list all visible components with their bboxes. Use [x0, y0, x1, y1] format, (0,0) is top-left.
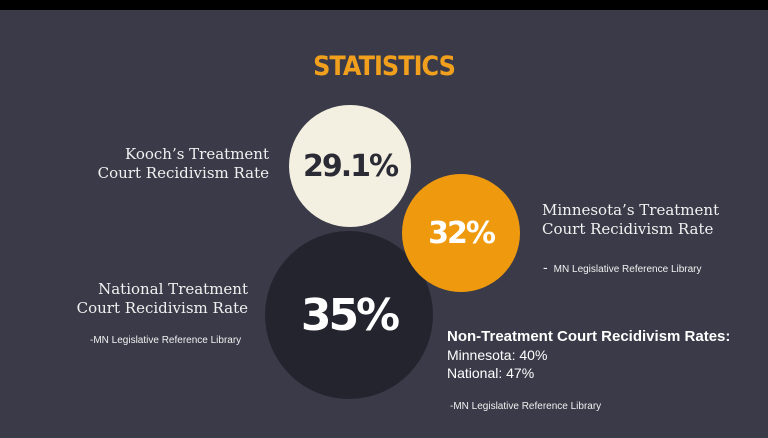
non-treatment-heading: Non-Treatment Court Recidivism Rates: — [447, 328, 731, 345]
minnesota-source-text: MN Legislative Reference Library — [553, 264, 702, 275]
national-source: -MN Legislative Reference Library — [90, 335, 242, 346]
minnesota-source: - MN Legislative Reference Library — [543, 259, 702, 275]
non-treatment-rates: Non-Treatment Court Recidivism Rates: Mi… — [447, 328, 730, 382]
minnesota-rate-label: Minnesota’s Treatment Court Recidivism R… — [542, 201, 720, 238]
national-rate-value: 35% — [300, 289, 400, 341]
slide-title: STATISTICS — [313, 50, 456, 82]
kooch-rate-label: Kooch’s Treatment Court Recidivism Rate — [97, 145, 269, 182]
national-rate-circle: 35% — [265, 231, 433, 399]
national-rate-label: National Treatment Court Recidivism Rate — [76, 280, 248, 317]
minnesota-rate-circle: 32% — [402, 174, 520, 292]
non-treatment-source: -MN Legislative Reference Library — [450, 401, 602, 412]
non-treatment-national: National: 47% — [447, 365, 535, 381]
slide: STATISTICS 35% 29.1% 32% Kooch’s Treatme… — [0, 10, 768, 438]
non-treatment-minnesota: Minnesota: 40% — [447, 347, 548, 363]
minnesota-rate-value: 32% — [428, 215, 496, 251]
kooch-rate-circle: 29.1% — [289, 105, 411, 227]
kooch-rate-value: 29.1% — [302, 148, 399, 184]
minnesota-source-dash: - — [543, 259, 548, 275]
